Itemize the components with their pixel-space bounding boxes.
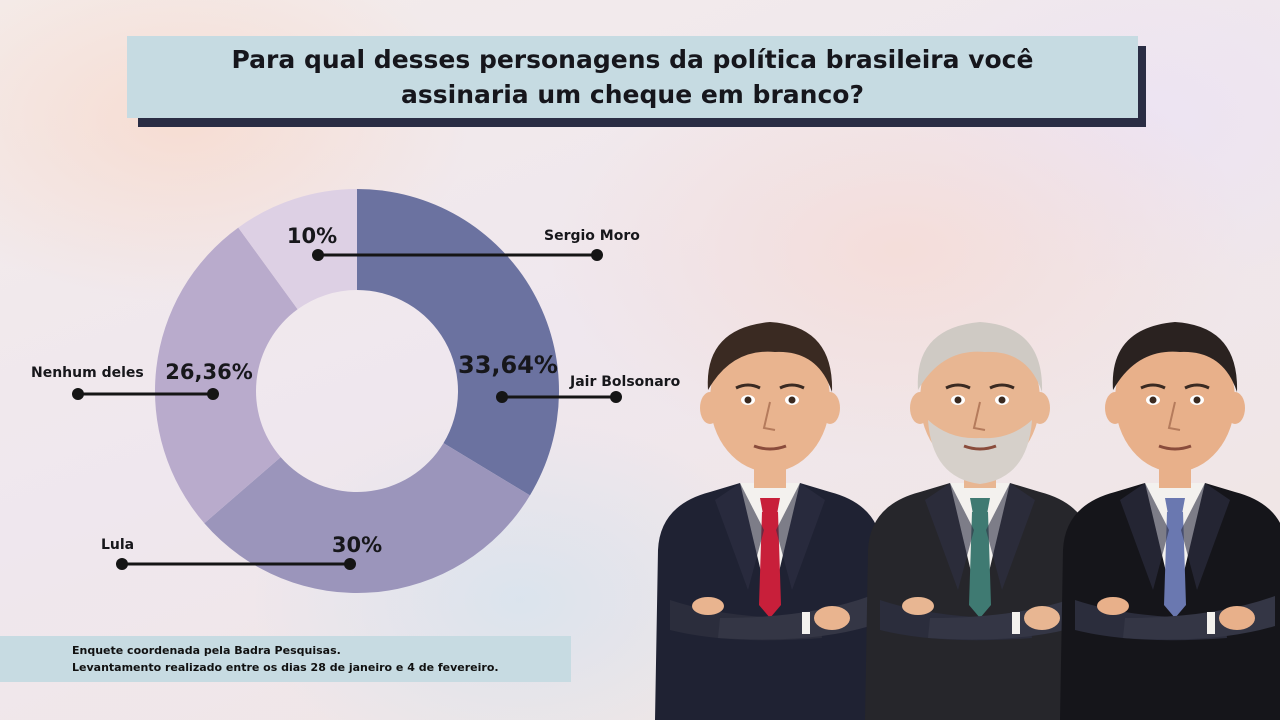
footer-note: Enquete coordenada pela Badra Pesquisas.… [0, 636, 571, 682]
figure-sergio-moro [1060, 322, 1280, 720]
value-label-lula: 30% [332, 533, 382, 557]
donut-slices [154, 189, 559, 593]
footer-line-2: Levantamento realizado entre os dias 28 … [72, 661, 499, 674]
category-label-lula: Lula [101, 537, 134, 553]
slice-sergio-moro [238, 189, 357, 310]
leader-dot-jair-bolsonaro [610, 391, 622, 403]
value-label-sergio-moro: 10% [287, 224, 337, 248]
category-label-nenhum-deles: Nenhum deles [31, 365, 144, 381]
politician-illustrations [655, 322, 1280, 720]
leader-dot-nenhum-deles [207, 388, 219, 400]
figure-lula [865, 322, 1095, 720]
title-banner: Para qual desses personagens da política… [127, 36, 1138, 118]
value-label-nenhum-deles: 26,36% [165, 360, 252, 384]
leader-dot-sergio-moro [312, 249, 324, 261]
callouts: 33,64% Jair Bolsonaro 30% Lula 26,36% Nenhum … [31, 224, 681, 570]
leader-dot-jair-bolsonaro [496, 391, 508, 403]
slice-lula [204, 443, 530, 593]
figure-jair-bolsonaro [655, 322, 885, 720]
value-label-jair-bolsonaro: 33,64% [458, 351, 558, 379]
slice-nenhum-deles [154, 227, 298, 524]
footer-line-1: Enquete coordenada pela Badra Pesquisas. [72, 644, 341, 657]
leader-dot-lula [116, 558, 128, 570]
slice-jair-bolsonaro [357, 189, 559, 496]
chart-title: Para qual desses personagens da política… [231, 45, 1034, 109]
category-label-jair-bolsonaro: Jair Bolsonaro [569, 374, 681, 390]
leader-dot-lula [344, 558, 356, 570]
leader-dot-nenhum-deles [72, 388, 84, 400]
category-label-sergio-moro: Sergio Moro [544, 228, 640, 244]
leader-dot-sergio-moro [591, 249, 603, 261]
